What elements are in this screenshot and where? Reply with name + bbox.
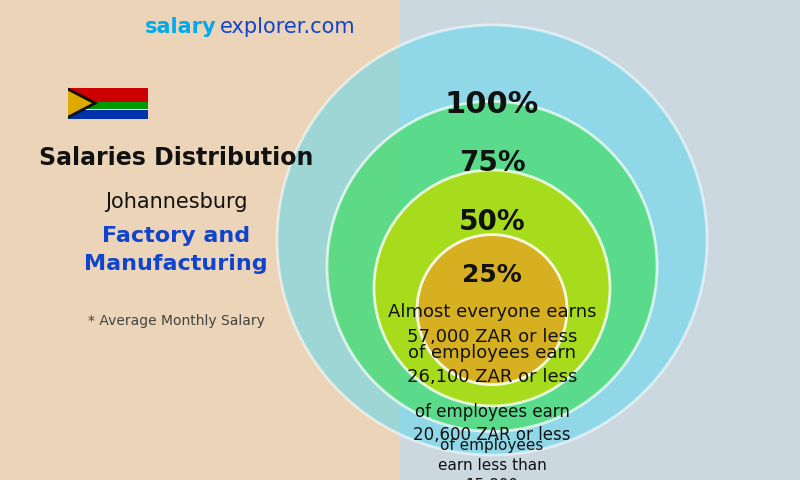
Text: 25%: 25% — [462, 264, 522, 288]
Text: 20,600 ZAR or less: 20,600 ZAR or less — [414, 426, 570, 444]
Text: earn less than: earn less than — [438, 458, 546, 473]
Text: 15,800: 15,800 — [466, 478, 518, 480]
Circle shape — [417, 235, 567, 384]
Text: Johannesburg: Johannesburg — [105, 192, 247, 212]
Text: of employees earn: of employees earn — [414, 403, 570, 420]
Text: 100%: 100% — [445, 90, 539, 119]
Text: 26,100 ZAR or less: 26,100 ZAR or less — [407, 368, 577, 386]
Circle shape — [374, 170, 610, 406]
Bar — [68, 87, 148, 102]
Bar — [400, 0, 800, 480]
Text: 75%: 75% — [458, 149, 526, 178]
Polygon shape — [68, 88, 98, 119]
Text: 57,000 ZAR or less: 57,000 ZAR or less — [407, 328, 577, 346]
Text: 50%: 50% — [458, 208, 526, 236]
Text: Salaries Distribution: Salaries Distribution — [39, 146, 313, 170]
Bar — [68, 102, 148, 109]
Polygon shape — [68, 91, 92, 116]
Circle shape — [277, 25, 707, 455]
Bar — [68, 109, 148, 119]
Text: * Average Monthly Salary: * Average Monthly Salary — [87, 314, 265, 328]
Text: explorer.com: explorer.com — [220, 17, 356, 37]
Text: salary: salary — [144, 17, 216, 37]
Bar — [0, 0, 400, 480]
Text: of employees: of employees — [440, 438, 544, 453]
Text: of employees earn: of employees earn — [408, 344, 576, 362]
Text: Almost everyone earns: Almost everyone earns — [388, 303, 596, 321]
Circle shape — [327, 101, 657, 432]
Text: Factory and
Manufacturing: Factory and Manufacturing — [84, 226, 268, 274]
